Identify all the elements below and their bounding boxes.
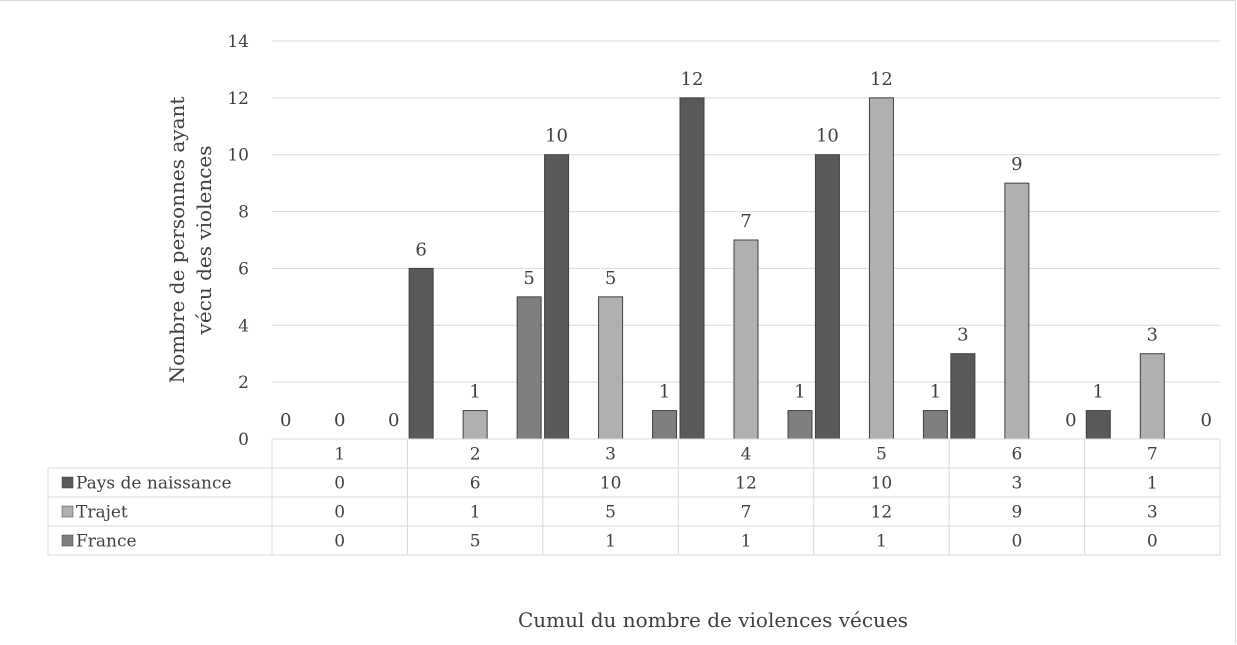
table-cell: 0 [334,474,345,494]
y-tick-label: 6 [238,259,249,279]
table-cell: 0 [1147,532,1158,552]
table-cell: 0 [334,503,345,523]
data-label: 0 [334,410,345,431]
table-cell: 1 [741,532,752,552]
bar [868,97,894,440]
x-tick-label: 6 [1011,445,1022,465]
bar [408,267,434,440]
y-tick-label: 8 [238,203,249,223]
legend-key [61,534,74,547]
table-cell: 1 [605,532,616,552]
bar [950,353,976,440]
bar [814,154,840,440]
bar [787,410,813,440]
bar [598,296,624,440]
data-label: 0 [280,410,291,431]
data-label: 1 [794,382,805,403]
bar [652,410,678,440]
data-label: 10 [816,126,839,147]
bar [1139,353,1165,440]
table-cell: 1 [876,532,887,552]
table-cell: 5 [605,503,616,523]
data-label: 12 [681,69,704,90]
x-axis-label: Cumul du nombre de violences vécues [518,608,908,632]
legend-label: France [76,532,137,552]
table-cell: 10 [871,474,893,494]
data-label: 0 [1201,410,1212,431]
data-label: 0 [388,410,399,431]
data-label: 12 [870,69,893,90]
y-axis-label-line-2: vécu des violences [192,146,216,336]
bar [922,410,948,440]
data-label: 5 [605,268,616,289]
data-label: 9 [1011,154,1022,175]
bars [408,97,1165,440]
table-cell: 12 [735,474,757,494]
table-cell: 1 [1147,474,1158,494]
table-cell: 10 [600,474,622,494]
bar [1004,182,1030,440]
bar [733,239,759,440]
data-label: 6 [415,239,426,260]
y-tick-label: 0 [238,430,249,450]
data-label: 1 [1093,382,1104,403]
table-cell: 3 [1011,474,1022,494]
data-label: 0 [1065,410,1076,431]
data-label: 1 [930,382,941,403]
y-tick-label: 2 [238,373,249,393]
x-tick-label: 7 [1147,445,1158,465]
bar [516,296,542,440]
y-axis-label-line-1: Nombre de personnes ayant [165,97,189,384]
legend-key [61,505,74,518]
data-label: 5 [523,268,534,289]
bar [462,410,488,440]
y-tick-label: 12 [227,89,249,109]
data-label: 10 [545,126,568,147]
y-axis-ticks: 0 2 4 6 8 10 12 14 [227,32,249,450]
table-cell: 6 [470,474,481,494]
table-cell: 5 [470,532,481,552]
y-tick-label: 10 [227,146,249,166]
x-tick-label: 1 [334,445,345,465]
table-cell: 0 [334,532,345,552]
x-tick-label: 4 [741,445,752,465]
data-label: 1 [659,382,670,403]
table-cell: 9 [1011,503,1022,523]
data-label: 3 [957,325,968,346]
x-tick-label: 3 [605,445,616,465]
data-label: 3 [1147,325,1158,346]
bar [679,97,705,440]
data-label: 7 [740,211,751,232]
table-cell: 3 [1147,503,1158,523]
x-tick-label: 2 [470,445,481,465]
y-tick-label: 14 [227,32,249,52]
y-tick-label: 4 [238,316,249,336]
bar [544,154,570,440]
data-label: 1 [469,382,480,403]
bar [1085,410,1111,440]
legend-key [61,476,74,489]
table-cell: 12 [871,503,893,523]
table-cell: 1 [470,503,481,523]
legend-label: Pays de naissance [76,474,232,494]
legend-label: Trajet [76,503,128,523]
table-cell: 7 [741,503,752,523]
x-tick-label: 5 [876,445,887,465]
table-cell: 0 [1011,532,1022,552]
